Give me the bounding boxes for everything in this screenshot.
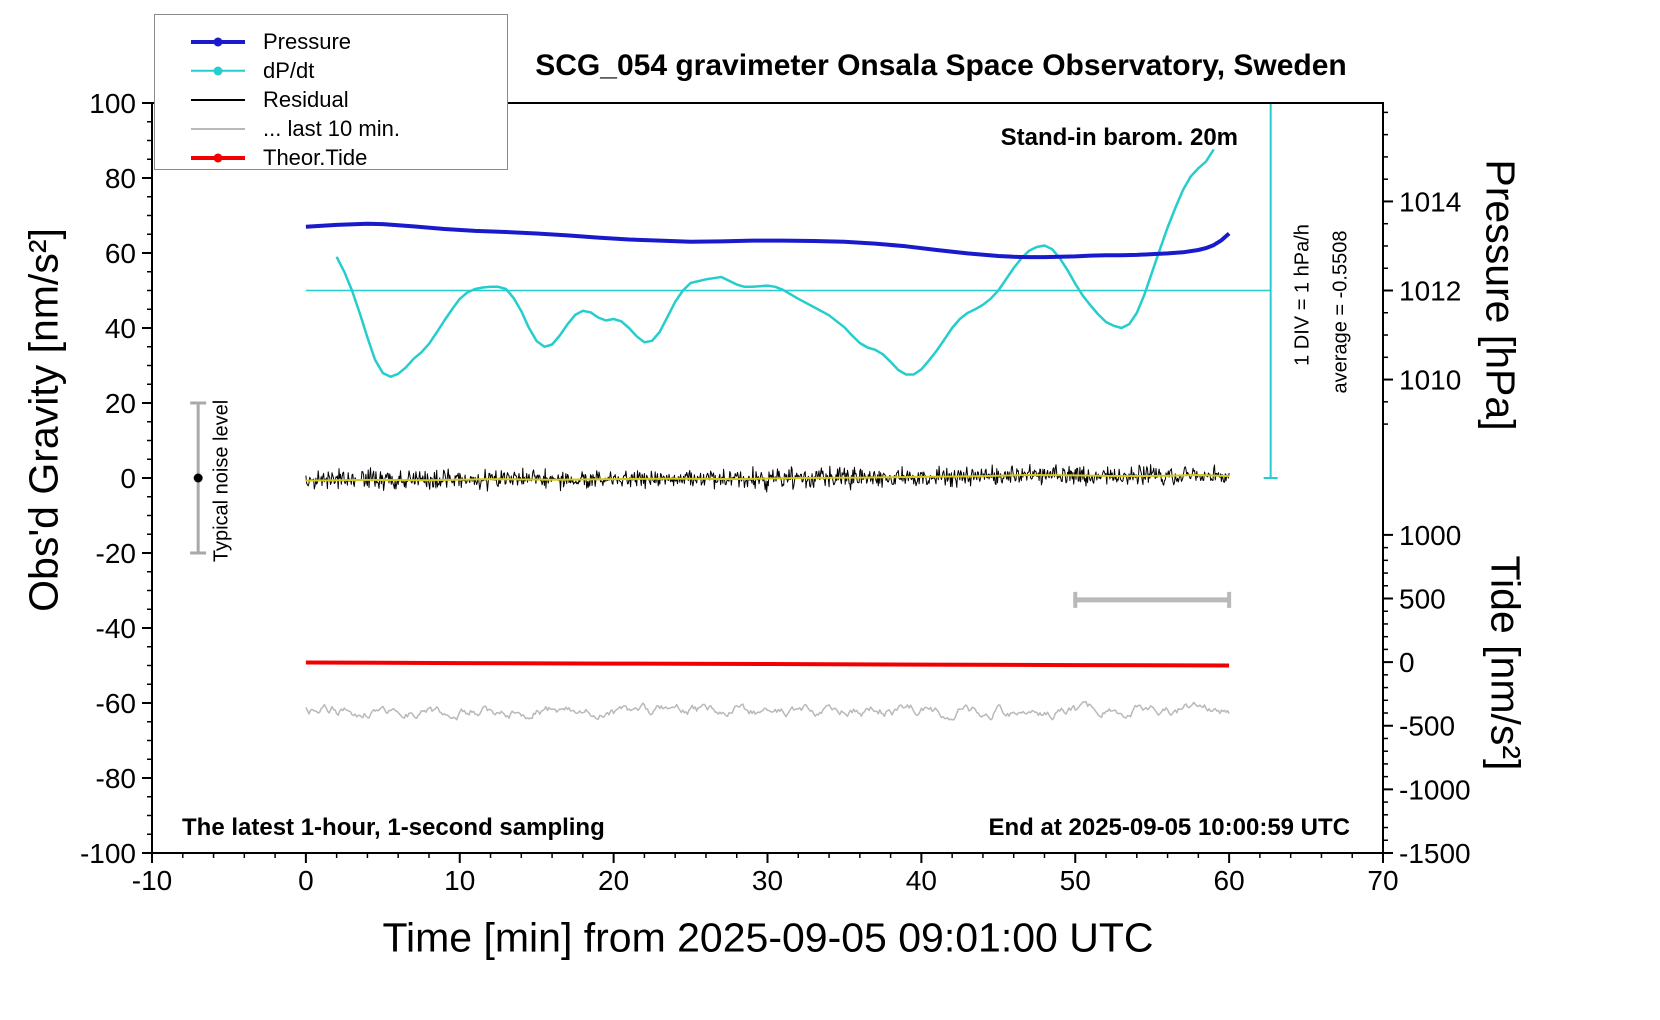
sampling-annotation: The latest 1-hour, 1-second sampling xyxy=(182,814,605,841)
errorbar-center-dot xyxy=(193,473,203,483)
legend-dot-marker xyxy=(213,37,223,46)
x-tick-label: 30 xyxy=(752,865,783,896)
legend-item-dp-dt: dP/dt xyxy=(155,56,507,85)
legend-label: ... last 10 min. xyxy=(263,115,400,141)
tide-tick-label: -1000 xyxy=(1399,774,1471,805)
legend-line-marker xyxy=(191,35,245,49)
last10-series xyxy=(305,700,1230,721)
x-tick-label: 70 xyxy=(1367,865,1398,896)
dpdt-series xyxy=(335,148,1215,379)
chart-title: SCG_054 gravimeter Onsala Space Observat… xyxy=(535,49,1347,82)
legend-item-theor-tide: Theor.Tide xyxy=(155,143,507,172)
barometer-annotation: Stand-in barom. 20m xyxy=(1000,124,1238,151)
residual-series xyxy=(305,463,1230,493)
x-tick-label: 0 xyxy=(298,865,314,896)
y-left-tick-label: 60 xyxy=(105,238,136,269)
y-left-axis-label: Obs'd Gravity [nm/s²] xyxy=(20,228,67,612)
x-tick-label: 40 xyxy=(906,865,937,896)
legend-label: Residual xyxy=(263,86,349,112)
legend-line-marker xyxy=(191,93,245,107)
y-left-tick-label: 80 xyxy=(105,163,136,194)
legend-item-residual: Residual xyxy=(155,85,507,114)
y-left-tick-label: -100 xyxy=(80,838,136,869)
theor-tide-series xyxy=(305,660,1230,668)
x-tick-label: 10 xyxy=(444,865,475,896)
x-axis-label: Time [min] from 2025-09-05 09:01:00 UTC xyxy=(382,914,1154,961)
x-tick-label: -10 xyxy=(132,865,172,896)
tide-tick-label: -1500 xyxy=(1399,838,1471,869)
noise-level-label: Typical noise level xyxy=(210,399,233,563)
y-left-tick-label: 40 xyxy=(105,313,136,344)
y-left-tick-label: 0 xyxy=(120,463,136,494)
residual-mean-series xyxy=(305,474,1230,482)
x-tick-label: 20 xyxy=(598,865,629,896)
pressure-axis-label: Pressure [hPa] xyxy=(1477,159,1524,431)
y-left-tick-label: -60 xyxy=(96,688,136,719)
tide-axis-label: Tide [nm/s²] xyxy=(1482,555,1529,771)
tide-tick-label: 500 xyxy=(1399,584,1446,615)
legend-label: dP/dt xyxy=(263,57,315,83)
x-tick-label: 60 xyxy=(1214,865,1245,896)
pressure-tick-label: 1010 xyxy=(1399,365,1461,396)
pressure-series xyxy=(305,221,1231,260)
y-left-tick-label: 100 xyxy=(89,88,136,119)
legend-line-marker xyxy=(191,122,245,136)
legend-item-pressure: Pressure xyxy=(155,27,507,56)
end-time-annotation: End at 2025-09-05 10:00:59 UTC xyxy=(988,814,1351,841)
div-scale-label: 1 DIV = 1 hPa/h xyxy=(1291,224,1314,366)
legend: Pressure dP/dt Residual ... last 10 min. The… xyxy=(154,14,508,170)
x-tick-label: 50 xyxy=(1060,865,1091,896)
y-left-tick-label: 20 xyxy=(105,388,136,419)
legend-item-last-10-min: ... last 10 min. xyxy=(155,114,507,143)
y-left-tick-label: -80 xyxy=(96,763,136,794)
legend-dot-marker xyxy=(213,153,223,162)
average-label: average = -0.5508 xyxy=(1329,230,1352,394)
tide-tick-label: 0 xyxy=(1399,647,1415,678)
y-left-tick-label: -20 xyxy=(96,538,136,569)
legend-line-marker xyxy=(191,64,245,78)
legend-label: Theor.Tide xyxy=(263,144,368,170)
legend-dot-marker xyxy=(213,66,223,75)
legend-label: Pressure xyxy=(263,28,352,54)
legend-line-marker xyxy=(191,151,245,165)
y-left-tick-label: -40 xyxy=(96,613,136,644)
tide-tick-label: -500 xyxy=(1399,711,1455,742)
pressure-tick-label: 1012 xyxy=(1399,276,1461,307)
tide-tick-label: 1000 xyxy=(1399,520,1461,551)
pressure-tick-label: 1014 xyxy=(1399,186,1461,217)
